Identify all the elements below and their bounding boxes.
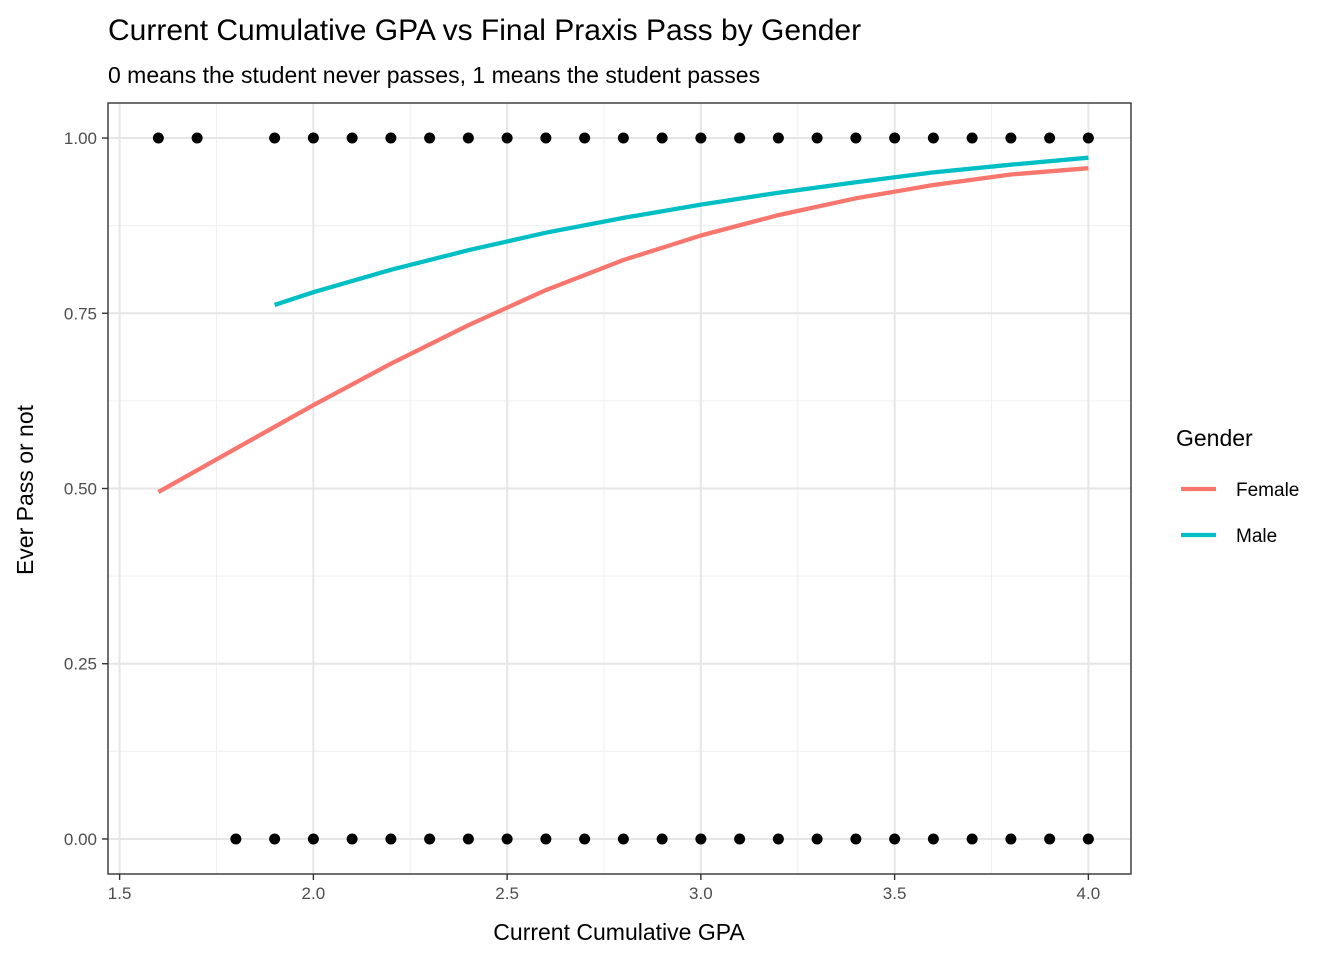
x-tick-label: 3.5 xyxy=(883,884,907,903)
points-layer xyxy=(152,132,1094,845)
y-tick-label: 0.75 xyxy=(64,304,97,323)
data-point-pass xyxy=(1044,132,1056,144)
data-point-pass xyxy=(656,132,668,144)
data-point-pass xyxy=(269,132,281,144)
data-point-fail xyxy=(269,833,281,845)
data-point-pass xyxy=(772,132,784,144)
data-point-fail xyxy=(462,833,474,845)
data-point-pass xyxy=(734,132,746,144)
legend: Gender Female Male xyxy=(1176,425,1299,547)
data-point-pass xyxy=(1005,132,1017,144)
y-tick-label: 0.25 xyxy=(64,655,97,674)
series-line-male xyxy=(273,155,1089,307)
data-point-pass xyxy=(540,132,552,144)
data-point-fail xyxy=(346,833,358,845)
x-tick-label: 2.0 xyxy=(302,884,326,903)
y-tick-label: 0.50 xyxy=(64,480,97,499)
data-point-pass xyxy=(385,132,397,144)
data-point-fail xyxy=(889,833,901,845)
legend-label-female: Female xyxy=(1236,480,1299,501)
data-point-fail xyxy=(501,833,513,845)
data-point-pass xyxy=(152,132,164,144)
data-point-pass xyxy=(462,132,474,144)
data-point-pass xyxy=(889,132,901,144)
data-point-fail xyxy=(772,833,784,845)
legend-items: Female Male xyxy=(1181,480,1299,547)
data-point-fail xyxy=(966,833,978,845)
data-point-fail xyxy=(230,833,242,845)
data-point-fail xyxy=(579,833,591,845)
data-point-pass xyxy=(191,132,203,144)
x-axis-title: Current Cumulative GPA xyxy=(493,919,745,945)
data-point-fail xyxy=(811,833,823,845)
x-tick-label: 2.5 xyxy=(495,884,519,903)
data-point-pass xyxy=(927,132,939,144)
x-tick-label: 3.0 xyxy=(689,884,713,903)
data-point-fail xyxy=(734,833,746,845)
data-point-pass xyxy=(1082,132,1094,144)
data-point-pass xyxy=(617,132,629,144)
data-point-fail xyxy=(1044,833,1056,845)
lines-layer xyxy=(157,155,1089,494)
chart-subtitle: 0 means the student never passes, 1 mean… xyxy=(108,62,760,88)
chart-title: Current Cumulative GPA vs Final Praxis P… xyxy=(108,14,861,47)
data-point-pass xyxy=(695,132,707,144)
data-point-fail xyxy=(927,833,939,845)
data-point-pass xyxy=(307,132,319,144)
x-tick-label: 1.5 xyxy=(108,884,132,903)
legend-label-male: Male xyxy=(1236,526,1277,547)
series-line-female xyxy=(157,166,1089,494)
data-point-fail xyxy=(617,833,629,845)
data-point-pass xyxy=(811,132,823,144)
y-tick-label: 1.00 xyxy=(64,129,97,148)
legend-title: Gender xyxy=(1176,425,1253,451)
plot-panel xyxy=(107,102,1132,875)
data-point-pass xyxy=(501,132,513,144)
data-point-fail xyxy=(424,833,436,845)
y-axis-title: Ever Pass or not xyxy=(12,404,38,575)
data-point-pass xyxy=(346,132,358,144)
data-point-fail xyxy=(850,833,862,845)
data-point-pass xyxy=(424,132,436,144)
y-axis: 0.00 0.25 0.50 0.75 1.00 xyxy=(64,129,108,849)
data-point-pass xyxy=(850,132,862,144)
x-tick-label: 4.0 xyxy=(1077,884,1101,903)
data-point-fail xyxy=(656,833,668,845)
data-point-fail xyxy=(1005,833,1017,845)
data-point-fail xyxy=(385,833,397,845)
data-point-pass xyxy=(579,132,591,144)
data-point-fail xyxy=(540,833,552,845)
data-point-fail xyxy=(1082,833,1094,845)
y-tick-label: 0.00 xyxy=(64,830,97,849)
data-point-fail xyxy=(695,833,707,845)
x-axis: 1.5 2.0 2.5 3.0 3.5 4.0 xyxy=(108,874,1100,903)
data-point-pass xyxy=(966,132,978,144)
data-point-fail xyxy=(307,833,319,845)
